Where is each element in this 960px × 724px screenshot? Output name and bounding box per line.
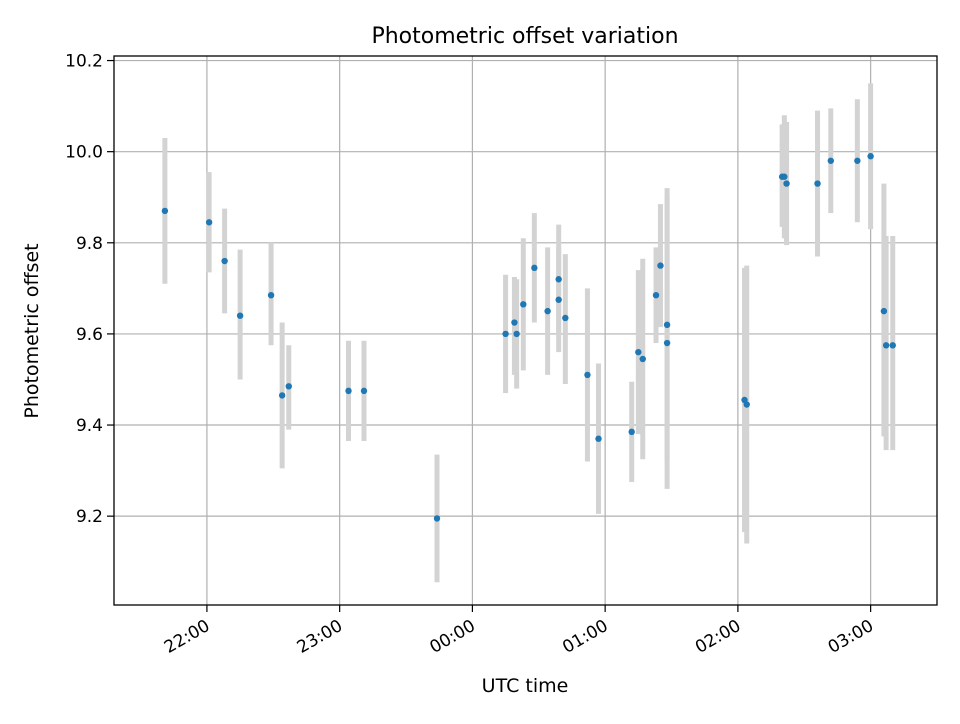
- data-point: [511, 319, 518, 326]
- data-point: [221, 257, 228, 265]
- data-point: [267, 291, 275, 299]
- data-point: [236, 312, 244, 319]
- data-point: [657, 262, 664, 269]
- data-point: [743, 401, 750, 408]
- y-tick-label: 9.4: [76, 416, 103, 436]
- y-tick-label: 9.8: [76, 234, 103, 254]
- point-layer: [161, 153, 896, 522]
- data-point: [814, 180, 821, 187]
- data-point: [867, 153, 874, 160]
- data-point: [531, 264, 538, 272]
- data-point: [889, 342, 896, 349]
- data-point: [628, 428, 635, 436]
- data-point: [663, 339, 671, 347]
- data-point: [555, 296, 562, 303]
- data-point: [433, 515, 441, 522]
- data-point: [562, 314, 569, 322]
- data-point: [639, 355, 646, 363]
- data-point: [360, 387, 368, 395]
- y-tick-label: 10.2: [65, 52, 103, 72]
- data-point: [781, 173, 788, 180]
- data-point: [635, 348, 642, 356]
- data-point: [652, 291, 660, 299]
- data-point: [584, 371, 591, 379]
- data-point: [880, 307, 888, 315]
- data-point: [502, 330, 509, 338]
- data-point: [161, 207, 169, 215]
- x-axis-label: UTC time: [482, 675, 569, 697]
- data-point: [205, 219, 213, 226]
- y-tick-label: 9.2: [76, 507, 103, 527]
- data-point: [345, 387, 352, 395]
- data-point: [278, 392, 286, 399]
- y-tick-label: 9.6: [76, 325, 103, 345]
- chart-title: Photometric offset variation: [371, 24, 678, 49]
- data-point: [783, 180, 790, 187]
- y-tick-label: 10.0: [65, 143, 103, 163]
- data-point: [513, 330, 520, 338]
- data-point: [595, 435, 602, 442]
- data-point: [285, 383, 292, 390]
- data-point: [544, 307, 551, 315]
- data-point: [555, 276, 562, 283]
- data-point: [854, 157, 861, 164]
- plot-frame: [113, 55, 938, 606]
- y-axis-label: Photometric offset: [21, 243, 43, 418]
- data-point: [882, 342, 890, 349]
- data-point: [520, 301, 527, 308]
- data-point: [827, 157, 835, 164]
- data-point: [663, 321, 671, 329]
